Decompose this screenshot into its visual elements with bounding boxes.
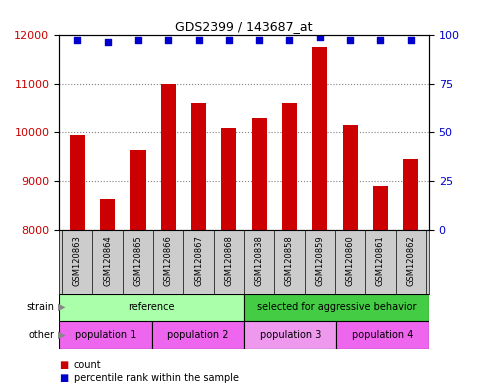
- Text: GSM120860: GSM120860: [346, 235, 354, 286]
- Text: GSM120864: GSM120864: [103, 235, 112, 286]
- Point: [285, 37, 293, 43]
- Text: GSM120866: GSM120866: [164, 235, 173, 286]
- Bar: [191, 103, 206, 230]
- Text: population 3: population 3: [260, 330, 321, 340]
- Point: [164, 37, 172, 43]
- Bar: [70, 135, 85, 230]
- Bar: [59, 294, 244, 321]
- Text: GSM120865: GSM120865: [134, 235, 142, 286]
- Point: [195, 37, 203, 43]
- Bar: [244, 294, 429, 321]
- Point: [225, 37, 233, 43]
- Bar: [312, 47, 327, 230]
- Text: population 4: population 4: [352, 330, 413, 340]
- Bar: [221, 127, 237, 230]
- Text: GSM120867: GSM120867: [194, 235, 203, 286]
- Bar: [336, 321, 429, 349]
- Title: GDS2399 / 143687_at: GDS2399 / 143687_at: [176, 20, 313, 33]
- Text: GSM120838: GSM120838: [255, 235, 264, 286]
- Bar: [244, 321, 336, 349]
- Point: [104, 39, 111, 45]
- Text: strain: strain: [26, 302, 54, 312]
- Text: selected for aggressive behavior: selected for aggressive behavior: [257, 302, 416, 312]
- Text: count: count: [74, 360, 102, 370]
- Text: reference: reference: [128, 302, 175, 312]
- Text: population 1: population 1: [75, 330, 136, 340]
- Point: [346, 37, 354, 43]
- Text: other: other: [28, 330, 54, 340]
- Bar: [251, 118, 267, 230]
- Bar: [130, 150, 145, 230]
- Text: GSM120861: GSM120861: [376, 235, 385, 286]
- Bar: [100, 199, 115, 230]
- Point: [316, 33, 324, 40]
- Text: GSM120859: GSM120859: [316, 235, 324, 286]
- Bar: [152, 321, 244, 349]
- Text: ▶: ▶: [58, 302, 66, 312]
- Text: percentile rank within the sample: percentile rank within the sample: [74, 373, 239, 383]
- Bar: [282, 103, 297, 230]
- Text: ■: ■: [59, 360, 69, 370]
- Point: [377, 37, 385, 43]
- Point: [407, 37, 415, 43]
- Text: ▶: ▶: [58, 330, 66, 340]
- Text: GSM120858: GSM120858: [285, 235, 294, 286]
- Text: population 2: population 2: [167, 330, 229, 340]
- Text: GSM120863: GSM120863: [73, 235, 82, 286]
- Bar: [343, 125, 358, 230]
- Bar: [59, 321, 152, 349]
- Text: GSM120868: GSM120868: [224, 235, 233, 286]
- Text: GSM120862: GSM120862: [406, 235, 415, 286]
- Point: [73, 37, 81, 43]
- Point: [134, 37, 142, 43]
- Bar: [373, 186, 388, 230]
- Text: ■: ■: [59, 373, 69, 383]
- Point: [255, 37, 263, 43]
- Bar: [161, 84, 176, 230]
- Bar: [403, 159, 418, 230]
